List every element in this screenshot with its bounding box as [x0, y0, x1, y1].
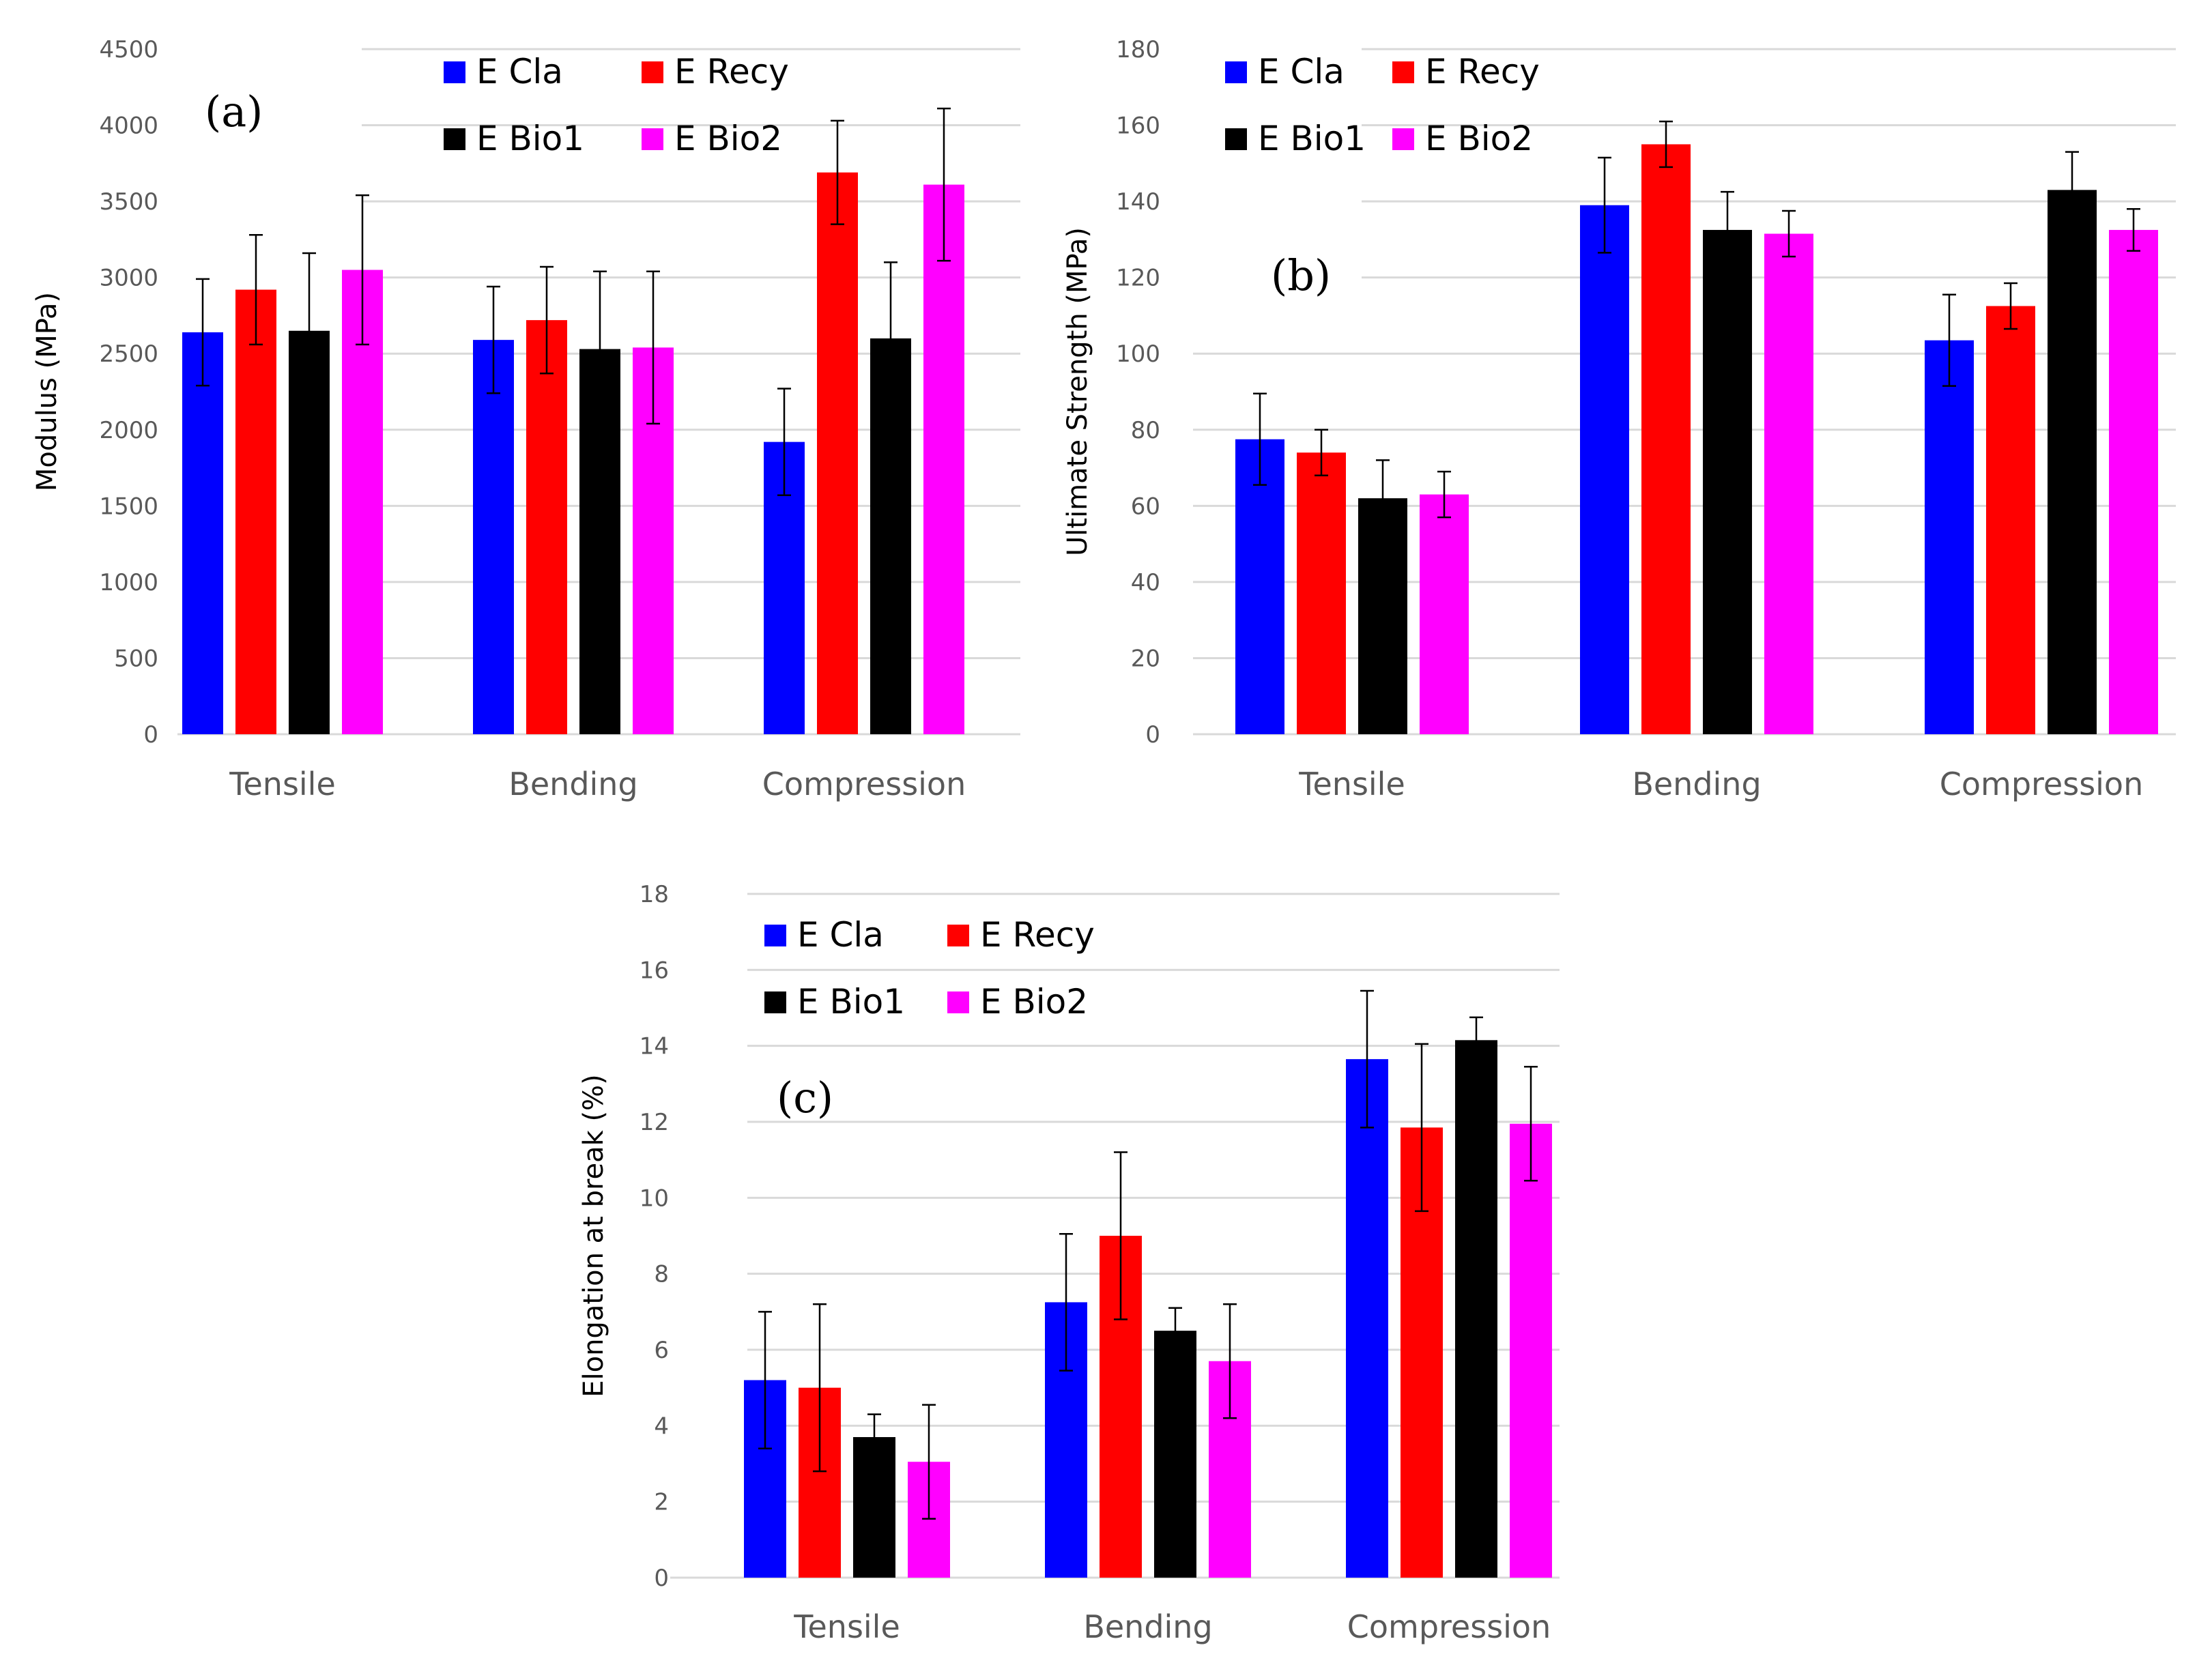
- chart-a-modulus: 0 500 1000 1500 2000 2500 3000 3500 4000 4500 Modu…: [31, 36, 1020, 802]
- bar-e-bio2-tensile: [1420, 494, 1469, 734]
- panel-label-c: (c): [777, 1073, 833, 1123]
- y-tick-label: 0: [654, 1565, 669, 1592]
- bar-e-recy-tensile: [235, 289, 276, 734]
- category-label-compression: Compression: [1940, 766, 2143, 802]
- bar-e-cla-compression: [1346, 1059, 1388, 1578]
- legend-swatch-e-cla: [444, 61, 465, 83]
- legend-label-e-cla: E Cla: [476, 52, 563, 91]
- legend-swatch-e-bio2: [1392, 128, 1414, 150]
- y-axis-label: Modulus (MPa): [31, 292, 63, 491]
- y-tick-label: 16: [640, 957, 669, 984]
- legend-label-e-recy: E Recy: [980, 915, 1095, 955]
- panel-label-b: (b): [1271, 250, 1331, 300]
- y-tick-label: 20: [1131, 645, 1160, 672]
- chart-c-elongation: 0 2 4 6 8 10 12 14 16 18 Elongation at break (%) Te…: [578, 881, 1560, 1645]
- category-label-compression: Compression: [1347, 1608, 1551, 1645]
- legend-swatch-e-recy: [1392, 61, 1414, 83]
- y-tick-label: 40: [1131, 569, 1160, 596]
- y-tick-label: 3000: [99, 265, 158, 292]
- y-tick-label: 100: [1116, 341, 1160, 368]
- category-label-bending: Bending: [508, 766, 637, 802]
- legend-label-e-recy: E Recy: [1425, 52, 1540, 91]
- category-label-tensile: Tensile: [229, 766, 336, 802]
- y-tick-label: 4500: [99, 36, 158, 63]
- legend-swatch-e-bio1: [764, 991, 786, 1013]
- legend-label-e-bio1: E Bio1: [476, 119, 584, 158]
- legend-label-e-cla: E Cla: [1258, 52, 1345, 91]
- bar-e-bio2-tensile: [342, 270, 383, 734]
- bar-e-bio1-compression: [2048, 190, 2097, 734]
- bar-e-cla-tensile: [182, 332, 223, 734]
- y-axis-label: Elongation at break (%): [578, 1074, 609, 1397]
- legend-swatch-e-bio1: [1225, 128, 1247, 150]
- y-tick-label: 500: [114, 645, 158, 672]
- legend-swatch-e-bio1: [444, 128, 465, 150]
- bar-e-recy-tensile: [1297, 452, 1346, 734]
- y-tick-label: 2500: [99, 341, 158, 368]
- category-label-bending: Bending: [1632, 766, 1761, 802]
- panel-label-a: (a): [205, 87, 263, 136]
- legend-label-e-bio2: E Bio2: [980, 982, 1088, 1022]
- y-tick-label: 2000: [99, 417, 158, 444]
- bar-e-bio2-bending: [1764, 233, 1813, 734]
- y-tick-label: 180: [1116, 36, 1160, 63]
- y-tick-label: 160: [1116, 113, 1160, 140]
- y-tick-label: 6: [654, 1337, 669, 1364]
- category-label-tensile: Tensile: [1298, 766, 1405, 802]
- y-tick-label: 8: [654, 1261, 669, 1288]
- y-tick-label: 18: [640, 881, 669, 908]
- y-tick-label: 120: [1116, 265, 1160, 292]
- bar-e-bio2-compression: [923, 184, 964, 735]
- legend-label-e-bio1: E Bio1: [797, 982, 905, 1022]
- bar-e-bio2-compression: [1510, 1123, 1552, 1578]
- legend-swatch-e-bio2: [642, 128, 663, 150]
- y-axis-label: Ultimate Strength (MPa): [1062, 227, 1093, 556]
- legend-label-e-cla: E Cla: [797, 915, 884, 955]
- bar-e-recy-compression: [1986, 306, 2035, 734]
- legend-swatch-e-cla: [764, 925, 786, 946]
- y-tick-label: 10: [640, 1185, 669, 1212]
- y-tick-label: 140: [1116, 188, 1160, 216]
- bar-e-bio1-compression: [1455, 1040, 1497, 1578]
- bar-e-cla-bending: [1580, 205, 1629, 734]
- chart-b-ultimate-strength: 0 20 40 60 80 100 120 140 160 180 Ultimate Strengt…: [1062, 36, 2176, 802]
- bar-e-bio1-tensile: [1358, 498, 1407, 734]
- y-tick-label: 4000: [99, 113, 158, 140]
- y-tick-label: 0: [1145, 721, 1160, 749]
- legend-label-e-bio2: E Bio2: [674, 119, 782, 158]
- y-tick-label: 60: [1131, 493, 1160, 520]
- y-tick-label: 4: [654, 1413, 669, 1440]
- legend-swatch-e-cla: [1225, 61, 1247, 83]
- category-label-compression: Compression: [762, 766, 966, 802]
- bar-e-recy-bending: [1641, 144, 1691, 734]
- legend-label-e-bio1: E Bio1: [1258, 119, 1366, 158]
- y-tick-label: 80: [1131, 417, 1160, 444]
- y-tick-label: 0: [143, 721, 158, 749]
- y-tick-label: 1000: [99, 569, 158, 596]
- legend-swatch-e-recy: [642, 61, 663, 83]
- bar-e-cla-compression: [1925, 340, 1974, 734]
- legend-swatch-e-recy: [947, 925, 969, 946]
- bar-e-recy-bending: [526, 320, 567, 734]
- y-tick-label: 14: [640, 1033, 669, 1060]
- y-tick-label: 2: [654, 1489, 669, 1516]
- legend-label-e-bio2: E Bio2: [1425, 119, 1533, 158]
- y-tick-label: 1500: [99, 493, 158, 520]
- bar-e-cla-bending: [473, 340, 514, 734]
- bar-e-recy-compression: [817, 172, 858, 735]
- y-tick-label: 3500: [99, 188, 158, 216]
- category-label-tensile: Tensile: [793, 1608, 900, 1645]
- bar-e-bio1-bending: [1703, 229, 1752, 734]
- y-tick-label: 12: [640, 1109, 669, 1136]
- bar-e-cla-tensile: [1235, 439, 1284, 734]
- bar-e-bio1-bending: [1154, 1331, 1196, 1578]
- bar-e-bio2-compression: [2109, 229, 2158, 734]
- category-label-bending: Bending: [1083, 1608, 1212, 1645]
- legend-swatch-e-bio2: [947, 991, 969, 1013]
- legend-label-e-recy: E Recy: [674, 52, 789, 91]
